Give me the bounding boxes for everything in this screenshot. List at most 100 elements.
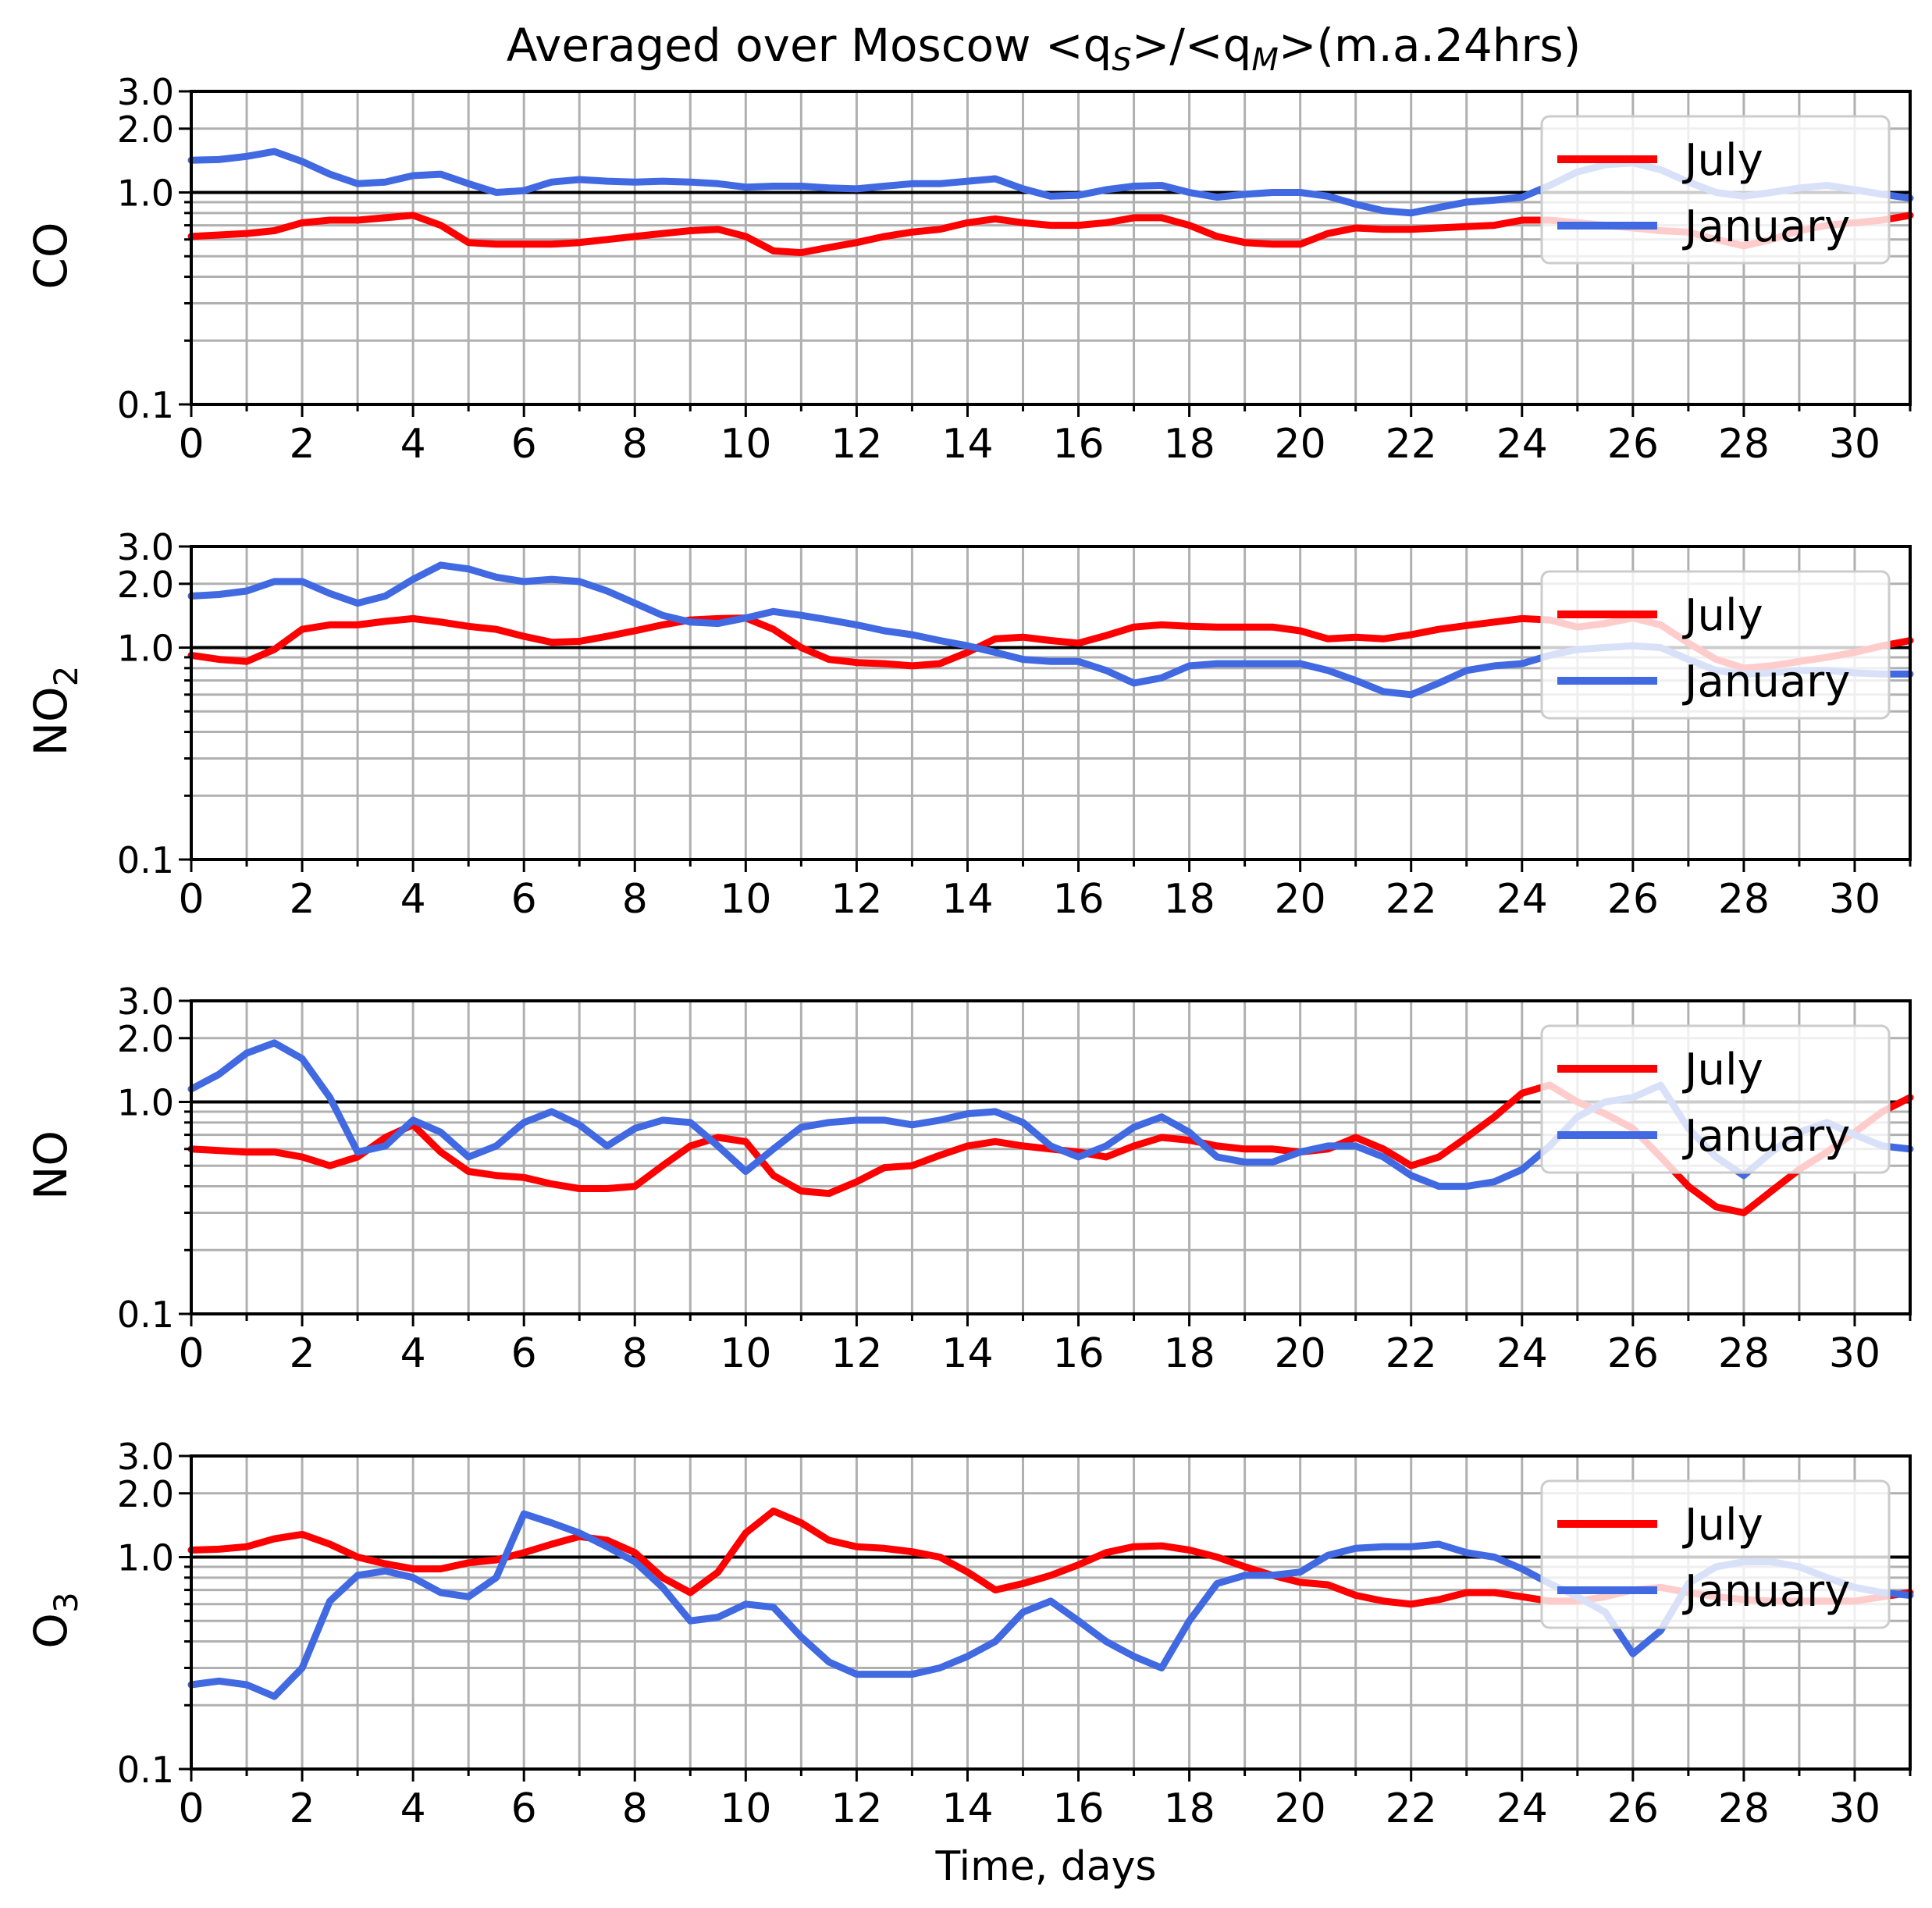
x-tick-label: 22 — [1386, 421, 1437, 468]
x-tick-label: 6 — [511, 876, 537, 923]
x-tick-label: 30 — [1829, 1330, 1880, 1377]
x-tick-label: 12 — [831, 876, 882, 923]
x-tick-label: 18 — [1163, 1785, 1215, 1832]
x-tick-label: 14 — [941, 421, 993, 468]
legend-label-january: January — [1682, 657, 1850, 707]
x-tick-label: 18 — [1163, 421, 1215, 468]
x-tick-label: 12 — [831, 1785, 882, 1832]
x-tick-label: 16 — [1052, 876, 1104, 923]
y-tick-label: 2.0 — [117, 109, 174, 151]
x-tick-label: 2 — [290, 876, 315, 923]
y-axis-label: NO — [24, 1130, 77, 1200]
x-tick-label: 4 — [400, 1785, 426, 1832]
x-tick-label: 18 — [1163, 1330, 1215, 1377]
x-tick-label: 0 — [178, 1330, 204, 1377]
x-tick-label: 10 — [720, 1785, 771, 1832]
x-tick-label: 10 — [720, 876, 771, 923]
legend-label-january: January — [1682, 1111, 1850, 1162]
x-tick-label: 0 — [178, 1785, 204, 1832]
x-tick-label: 10 — [720, 421, 771, 468]
x-tick-label: 8 — [622, 876, 648, 923]
legend-label-july: July — [1682, 1500, 1763, 1550]
x-tick-label: 10 — [720, 1330, 771, 1377]
x-tick-label: 16 — [1052, 1785, 1104, 1832]
x-tick-label: 24 — [1496, 1330, 1548, 1377]
x-tick-label: 2 — [290, 1785, 315, 1832]
x-tick-label: 12 — [831, 421, 882, 468]
x-tick-label: 26 — [1607, 421, 1659, 468]
legend-label-july: July — [1682, 1045, 1763, 1095]
x-tick-label: 2 — [290, 421, 315, 468]
x-tick-label: 22 — [1386, 1330, 1437, 1377]
y-tick-label: 2.0 — [117, 564, 174, 606]
x-tick-label: 24 — [1496, 421, 1548, 468]
x-tick-label: 6 — [511, 1330, 537, 1377]
legend-label-january: January — [1682, 1566, 1850, 1617]
legend: July January — [1540, 1024, 1891, 1174]
x-tick-label: 12 — [831, 1330, 882, 1377]
x-tick-label: 28 — [1718, 1330, 1770, 1377]
x-tick-label: 14 — [941, 876, 993, 923]
x-tick-label: 0 — [178, 876, 204, 923]
y-tick-label: 0.1 — [117, 1294, 174, 1336]
panel-4: 0 2 4 6 8 10 12 14 16 18 20 22 24 26 28 300.11.02.03.0O… — [24, 1436, 1914, 1832]
y-tick-label: 1.0 — [117, 628, 174, 670]
x-tick-label: 30 — [1829, 421, 1880, 468]
x-tick-label: 26 — [1607, 1785, 1659, 1832]
y-tick-label: 0.1 — [117, 384, 174, 426]
axes-frame — [190, 90, 1912, 406]
x-tick-label: 20 — [1275, 876, 1326, 923]
panel-3: 0 2 4 6 8 10 12 14 16 18 20 22 24 26 28 300.11.02.03.0N… — [24, 981, 1914, 1377]
x-tick-label: 4 — [400, 876, 426, 923]
x-tick-label: 22 — [1386, 876, 1437, 923]
x-tick-label: 4 — [400, 421, 426, 468]
x-tick-label: 0 — [178, 421, 204, 468]
y-tick-label: 2.0 — [117, 1018, 174, 1060]
y-tick-label: 3.0 — [117, 526, 174, 568]
legend: July January — [1540, 570, 1891, 720]
x-tick-label: 14 — [941, 1785, 993, 1832]
y-tick-label: 2.0 — [117, 1473, 174, 1515]
legend: July January — [1540, 1479, 1891, 1629]
y-tick-label: 0.1 — [117, 1749, 174, 1791]
y-axis-label: O3 — [24, 1592, 85, 1648]
x-tick-label: 8 — [622, 1330, 648, 1377]
axes-frame — [190, 545, 1912, 861]
x-tick-label: 26 — [1607, 876, 1659, 923]
x-tick-label: 14 — [941, 1330, 993, 1377]
x-tick-label: 18 — [1163, 876, 1215, 923]
y-tick-label: 3.0 — [117, 981, 174, 1023]
x-tick-label: 30 — [1829, 1785, 1880, 1832]
x-tick-label: 8 — [622, 1785, 648, 1832]
x-tick-label: 16 — [1052, 1330, 1104, 1377]
x-axis-label: Time, days — [934, 1843, 1156, 1890]
y-tick-label: 1.0 — [117, 173, 174, 215]
y-axis-label: CO — [24, 222, 77, 289]
panel-2: 0 2 4 6 8 10 12 14 16 18 20 22 24 26 28 300.11.02.03.0N… — [24, 526, 1914, 923]
y-tick-label: 1.0 — [117, 1537, 174, 1579]
x-tick-label: 20 — [1275, 1330, 1326, 1377]
y-tick-label: 3.0 — [117, 1436, 174, 1478]
series-line-january — [187, 1510, 1914, 1700]
x-tick-label: 6 — [511, 421, 537, 468]
legend-label-january: January — [1682, 201, 1850, 252]
legend: July January — [1540, 115, 1891, 265]
axes-frame — [190, 999, 1912, 1315]
x-tick-label: 20 — [1275, 1785, 1326, 1832]
x-tick-label: 28 — [1718, 876, 1770, 923]
x-tick-label: 6 — [511, 1785, 537, 1832]
x-tick-label: 28 — [1718, 1785, 1770, 1832]
x-tick-label: 4 — [400, 1330, 426, 1377]
y-axis-label: NO2 — [24, 666, 85, 756]
x-tick-label: 24 — [1496, 1785, 1548, 1832]
x-tick-label: 30 — [1829, 876, 1880, 923]
x-tick-label: 2 — [290, 1330, 315, 1377]
panel-1: 0 2 4 6 8 10 12 14 16 18 20 22 24 26 28 300.11.02.03.0C… — [24, 71, 1914, 468]
legend-label-july: July — [1682, 590, 1763, 641]
x-tick-label: 20 — [1275, 421, 1326, 468]
x-tick-label: 8 — [622, 421, 648, 468]
x-tick-label: 16 — [1052, 421, 1104, 468]
axes-frame — [190, 1454, 1912, 1771]
y-tick-label: 3.0 — [117, 71, 174, 113]
